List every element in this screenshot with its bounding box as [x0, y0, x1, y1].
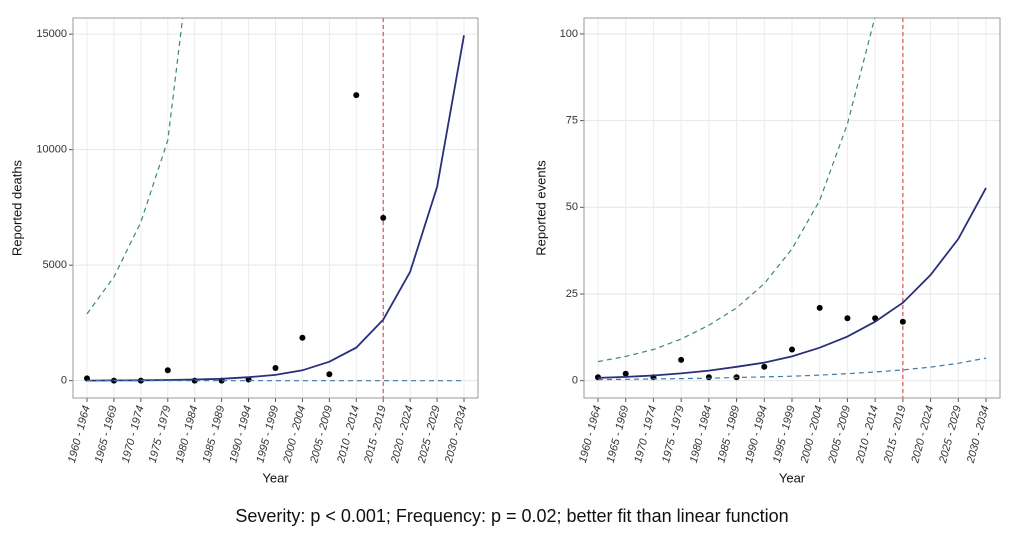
y-tick-label: 25	[566, 288, 578, 300]
y-axis-label: Reported deaths	[9, 159, 24, 256]
y-tick-label: 5000	[43, 259, 67, 271]
x-tick-label: 1980 - 1984	[688, 404, 715, 464]
x-tick-label: 2020 - 2024	[909, 404, 936, 465]
x-tick-label: 1960 - 1964	[66, 404, 93, 464]
x-tick-label: 1965 - 1969	[605, 404, 632, 464]
data-point	[761, 363, 768, 370]
y-tick-label: 75	[566, 115, 578, 127]
x-tick-label: 1985 - 1989	[715, 404, 742, 464]
x-tick-label: 2030 - 2034	[965, 404, 992, 465]
data-point	[622, 370, 629, 377]
x-tick-label: 2025 - 2029	[416, 404, 443, 465]
x-tick-label: 1990 - 1994	[743, 404, 770, 464]
y-tick-label: 15000	[36, 28, 67, 40]
x-axis-label: Year	[262, 470, 289, 485]
data-point	[353, 92, 360, 99]
y-axis-label: Reported events	[533, 160, 548, 256]
data-point	[164, 367, 171, 374]
interval-line	[597, 357, 987, 381]
x-tick-label: 2005 - 2009	[826, 404, 853, 465]
x-tick-label: 1975 - 1979	[147, 404, 174, 464]
x-tick-label: 2010 - 2014	[335, 404, 362, 465]
x-tick-label: 1960 - 1964	[577, 404, 604, 464]
data-point	[326, 371, 333, 378]
x-tick-label: 1975 - 1979	[660, 404, 687, 464]
x-tick-label: 2015 - 2019	[882, 404, 909, 465]
x-tick-label: 1980 - 1984	[174, 404, 201, 464]
x-tick-label: 2030 - 2034	[443, 404, 470, 465]
x-tick-label: 2015 - 2019	[362, 404, 389, 465]
x-tick-label: 1985 - 1989	[201, 404, 228, 464]
data-point	[678, 356, 685, 363]
data-point	[816, 304, 823, 311]
x-tick-label: 1970 - 1974	[632, 404, 659, 464]
x-tick-label: 2025 - 2029	[937, 404, 964, 465]
x-tick-label: 1970 - 1974	[120, 404, 147, 464]
plot-border	[583, 17, 1001, 399]
data-point	[844, 315, 851, 322]
caption: Severity: p < 0.001; Frequency: p = 0.02…	[235, 506, 788, 526]
data-point	[899, 318, 906, 325]
plot-layer	[84, 18, 465, 398]
x-tick-label: 2005 - 2009	[308, 404, 335, 465]
data-point	[789, 346, 795, 353]
data-point	[705, 374, 712, 381]
plot-layer	[595, 18, 987, 398]
x-tick-label: 1995 - 1999	[254, 404, 281, 464]
data-point	[380, 214, 387, 221]
x-tick-label: 2000 - 2004	[798, 404, 825, 465]
y-tick-label: 50	[566, 201, 578, 213]
fit-line	[86, 35, 465, 382]
x-tick-label: 1995 - 1999	[771, 404, 798, 464]
x-tick-label: 2000 - 2004	[281, 404, 308, 465]
x-tick-label: 1990 - 1994	[227, 404, 254, 464]
y-tick-label: 0	[61, 375, 67, 387]
x-tick-label: 2010 - 2014	[854, 404, 881, 465]
data-point	[299, 334, 306, 341]
interval-line	[86, 18, 184, 315]
x-axis-label: Year	[779, 470, 806, 485]
y-tick-label: 10000	[36, 144, 67, 156]
y-tick-label: 0	[572, 375, 578, 387]
fit-line	[597, 187, 987, 379]
x-tick-label: 1965 - 1969	[93, 404, 120, 464]
data-point	[272, 364, 279, 371]
y-tick-label: 100	[560, 28, 578, 40]
x-tick-label: 2020 - 2024	[389, 404, 416, 465]
plot-border	[72, 17, 479, 399]
